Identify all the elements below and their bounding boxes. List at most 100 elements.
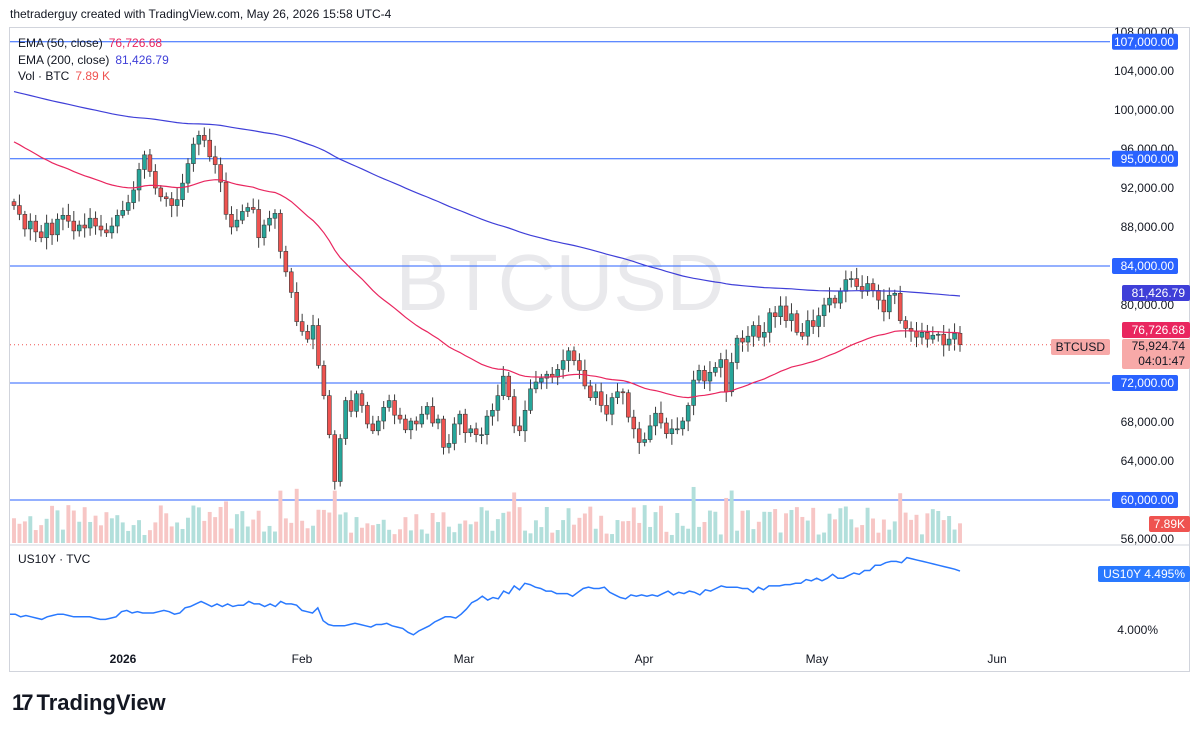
candle-body [256, 209, 261, 239]
candle-body [626, 392, 631, 418]
candle-body [191, 143, 196, 164]
candle-body [544, 373, 550, 379]
volume-bar [789, 509, 794, 543]
candle-body [495, 395, 501, 411]
candle-body [832, 297, 838, 304]
candle-body [664, 422, 669, 435]
candle-body [125, 202, 131, 211]
volume-bar [468, 524, 473, 543]
candle-body [620, 391, 626, 394]
us10y-line [10, 556, 961, 636]
volume-bar [718, 534, 723, 543]
candle-body [343, 400, 348, 439]
volume-bar [414, 514, 419, 543]
candle-body [142, 154, 147, 170]
volume-bar [452, 532, 457, 543]
volume-bar [441, 512, 446, 543]
candle-body [261, 224, 267, 239]
volume-bar [958, 523, 962, 543]
legend-ema50[interactable]: EMA (50, close) 76,726.68 [18, 36, 163, 50]
volume-bar [273, 531, 277, 543]
volume-bar [811, 507, 816, 543]
candle-body [723, 359, 729, 393]
volume-bar [773, 509, 778, 543]
volume-bar [71, 510, 76, 543]
level-tag-2 [1112, 258, 1178, 274]
level-label-1: 95,000.00 [1121, 152, 1175, 166]
volume-bar [164, 513, 169, 543]
legend-ema200[interactable]: EMA (200, close) 81,426.79 [18, 52, 169, 67]
candle-body [870, 283, 876, 291]
volume-bar [196, 507, 201, 543]
volume-bar [881, 519, 886, 543]
candle-body [571, 350, 577, 361]
candle-body [55, 218, 60, 236]
candle-body [642, 439, 647, 443]
candle-body [517, 425, 522, 432]
candle-body [158, 187, 164, 198]
volume-bar [142, 534, 147, 543]
volume-bar [517, 507, 522, 543]
tradingview-logo[interactable]: 17 TradingView [12, 690, 166, 716]
y-tick-label-2: 100,000.00 [1114, 103, 1174, 117]
volume-bar [887, 529, 892, 543]
x-tick-label-1: Feb [292, 652, 313, 666]
candle-body [93, 217, 98, 227]
volume-bar [419, 529, 424, 543]
candle-body [702, 370, 707, 382]
legend-ema50-value: 76,726.68 [108, 36, 163, 50]
symbol-tag: BTCUSD [1050, 339, 1110, 355]
candle-body [577, 360, 582, 371]
x-tick-label-3: Apr [635, 652, 654, 666]
volume-bar [544, 507, 549, 543]
volume-bar [207, 511, 212, 543]
volume-bar [327, 512, 332, 543]
y-tick-label-9: 56,000.00 [1121, 532, 1175, 546]
volume-bar [131, 525, 136, 543]
candle-body [734, 337, 740, 363]
candle-body [435, 418, 441, 424]
candle-body [805, 320, 811, 337]
candle-body [365, 405, 370, 425]
volume-bar [523, 530, 528, 543]
volume-bar [610, 534, 615, 543]
volume-bar [822, 532, 827, 543]
candle-body [337, 438, 343, 482]
us10y-legend[interactable]: US10Y · TVC [18, 552, 91, 566]
level-tag-4 [1112, 492, 1178, 508]
volume-bar [202, 520, 207, 543]
candle-body [289, 271, 294, 293]
candle-body [136, 169, 142, 191]
legend-volume[interactable]: Vol · BTC 7.89 K [18, 69, 111, 83]
watermark-text: BTCUSD [396, 238, 725, 327]
volume-bar [283, 518, 288, 543]
candle-body [49, 222, 55, 236]
candle-body [631, 416, 637, 430]
volume-bar [332, 490, 337, 543]
candle-body [131, 189, 136, 203]
candle-body [240, 211, 245, 221]
candle-body [332, 434, 338, 482]
candle-body [816, 315, 821, 327]
volume-bar [359, 527, 364, 543]
candle-body [783, 305, 789, 321]
candle-body [582, 370, 588, 387]
volume-bar [871, 518, 875, 543]
candle-body [946, 338, 952, 346]
volume-bar [909, 519, 914, 543]
candle-body [560, 360, 566, 370]
volume-bar [637, 522, 642, 543]
candle-body [865, 283, 870, 292]
volume-bar [604, 533, 609, 543]
volume-bar [88, 521, 93, 543]
candle-body [71, 220, 77, 232]
volume-bar [582, 513, 587, 543]
candle-body [511, 396, 517, 427]
candle-body [109, 225, 115, 234]
volume-bar [919, 534, 924, 543]
volume-bar [566, 508, 571, 543]
volume-bar [729, 490, 734, 543]
volume-bar [653, 512, 658, 543]
volume-bar [555, 530, 560, 543]
